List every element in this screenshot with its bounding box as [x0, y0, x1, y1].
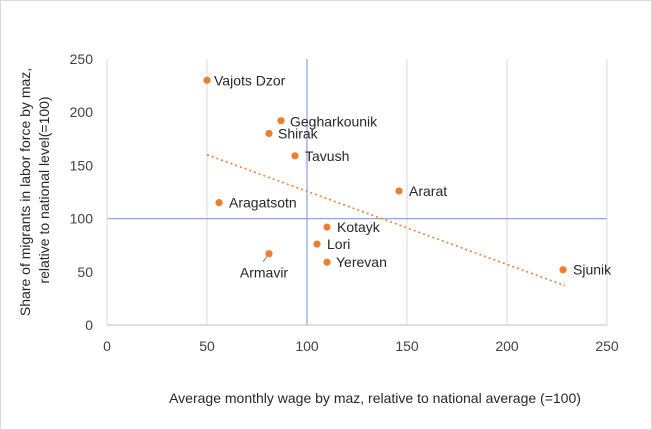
data-point — [265, 250, 273, 258]
data-point — [323, 223, 331, 231]
y-axis-title-line-2: relative to national level(=100) — [36, 96, 52, 283]
x-tick-label: 0 — [103, 338, 111, 354]
data-point — [277, 117, 285, 125]
data-label: Shirak — [278, 125, 319, 141]
y-tick-label: 50 — [77, 264, 93, 280]
reference-lines — [107, 59, 607, 325]
data-label: Sjunik — [573, 262, 612, 278]
y-axis-title: Share of migrants in labor force by maz,… — [17, 64, 52, 316]
data-label: Yerevan — [336, 254, 387, 270]
y-tick-label: 100 — [70, 211, 94, 227]
trendline — [206, 154, 566, 287]
x-axis-title: Average monthly wage by maz, relative to… — [169, 390, 581, 406]
trendline-layer — [206, 154, 566, 287]
data-label: Gegharkounik — [290, 114, 378, 130]
y-axis-title-line-1: Share of migrants in labor force by maz, — [17, 68, 33, 316]
data-point — [265, 129, 273, 138]
data-point — [313, 240, 321, 248]
y-tick-label: 250 — [70, 51, 94, 67]
y-tick-label: 0 — [85, 317, 93, 333]
data-label: Vajots Dzor — [214, 72, 286, 88]
x-tick-label: 250 — [595, 338, 619, 354]
data-point — [291, 152, 299, 160]
y-tick-label: 150 — [70, 157, 94, 173]
data-point — [215, 199, 223, 207]
label-leader-line — [262, 256, 268, 263]
x-tick-label: 50 — [199, 338, 215, 354]
axis-layer: 0 50 100 150 200 250 0 50 100 150 200 250 — [70, 51, 619, 354]
data-label: Lori — [327, 236, 350, 252]
data-label: Aragatsotn — [229, 195, 297, 211]
data-label: Kotayk — [337, 219, 381, 235]
data-label: Tavush — [305, 148, 349, 164]
data-point — [559, 266, 567, 274]
x-tick-label: 150 — [395, 338, 419, 354]
data-point — [323, 258, 331, 266]
y-tick-label: 200 — [70, 104, 94, 120]
grid-layer — [206, 59, 608, 325]
data-point — [203, 76, 211, 84]
x-tick-label: 100 — [295, 338, 319, 354]
point-layer — [203, 76, 567, 274]
x-tick-label: 200 — [495, 338, 519, 354]
data-label: Ararat — [409, 183, 447, 199]
data-point — [395, 187, 403, 195]
data-label: Armavir — [240, 265, 289, 281]
